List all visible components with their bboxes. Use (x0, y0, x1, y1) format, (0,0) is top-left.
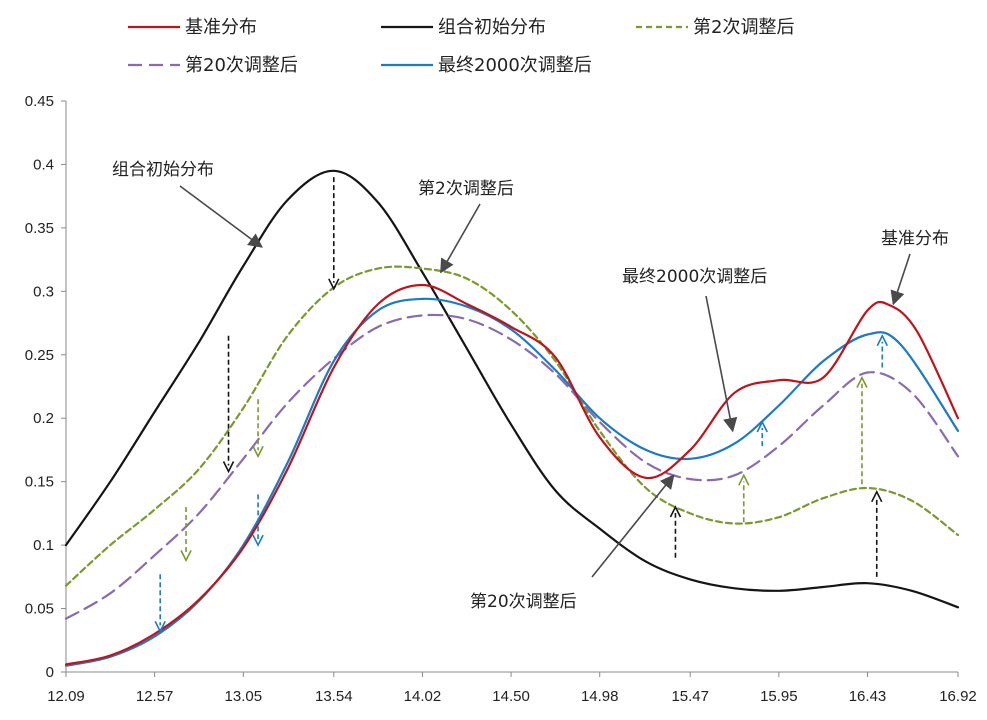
x-tick-label: 13.05 (225, 688, 263, 705)
series-line-2 (64, 265, 960, 587)
legend-label-3: 第20次调整后 (185, 55, 298, 76)
axes (65, 101, 958, 673)
y-tick-label: 0 (46, 664, 54, 681)
adjust-arrow-head-5 (252, 445, 264, 459)
series-line-0 (64, 283, 960, 666)
y-tick-label: 0.2 (33, 410, 54, 427)
x-tick-label: 16.43 (849, 688, 887, 705)
annotation-label-1: 第2次调整后 (418, 179, 514, 199)
adjust-arrow-head-0 (328, 278, 340, 291)
y-ticks: 0 0.05 0.1 0.15 0.2 0.25 0.3 0.35 0.4 0.45 (25, 93, 66, 681)
annotation-arrow-4 (591, 474, 675, 578)
y-tick-label: 0.45 (25, 93, 54, 110)
adjust-arrows (154, 177, 888, 634)
x-tick-label: 14.98 (581, 688, 619, 705)
y-tick-label: 0.25 (25, 347, 54, 364)
legend-label-2: 第2次调整后 (693, 17, 794, 38)
adjust-arrow-head-2 (669, 505, 682, 518)
adjust-arrow-head-7 (856, 375, 868, 388)
series-line-1 (64, 169, 960, 609)
x-tick-label: 12.09 (47, 688, 85, 705)
legend-label-0: 基准分布 (185, 17, 257, 38)
y-tick-label: 0.15 (25, 474, 54, 491)
x-tick-label: 13.54 (315, 688, 353, 705)
y-tick-label: 0.1 (33, 537, 54, 554)
annotation-label-3: 基准分布 (881, 229, 949, 249)
annotation-label-0: 组合初始分布 (112, 160, 214, 180)
adjust-arrow-head-6 (738, 473, 750, 486)
x-tick-label: 15.47 (671, 688, 709, 705)
adjust-arrow-head-11 (876, 333, 888, 347)
y-tick-label: 0.35 (25, 220, 54, 237)
series-group (64, 169, 960, 667)
adjust-arrow-head-4 (180, 549, 192, 563)
x-ticks: 12.09 12.57 13.05 13.54 14.02 14.50 14.98 15.47… (47, 672, 977, 705)
x-tick-label: 15.95 (760, 688, 798, 705)
y-tick-label: 0.05 (25, 601, 54, 618)
legend-label-4: 最终2000次调整后 (438, 55, 592, 76)
adjust-arrow-head-3 (871, 490, 883, 503)
x-tick-label: 16.92 (939, 688, 977, 705)
adjust-arrow-head-9 (252, 534, 264, 547)
adjust-arrow-head-10 (756, 420, 768, 433)
y-tick-label: 0.3 (33, 283, 54, 300)
annotation-label-2: 最终2000次调整后 (622, 267, 767, 287)
x-tick-label: 14.02 (404, 688, 442, 705)
adjust-arrow-head-8 (154, 621, 166, 634)
annotation-arrow-1 (440, 203, 481, 274)
x-tick-label: 12.57 (136, 688, 174, 705)
annotation-arrow-3 (890, 253, 911, 306)
adjust-arrow-head-1 (222, 461, 235, 474)
legend-label-1: 组合初始分布 (438, 17, 546, 38)
annotation-arrow-0 (179, 185, 263, 248)
series-line-3 (64, 313, 960, 620)
y-tick-label: 0.4 (33, 156, 54, 173)
x-tick-label: 14.50 (492, 688, 530, 705)
annotation-label-4: 第20次调整后 (470, 592, 577, 612)
annotation-arrow-2 (705, 295, 738, 433)
